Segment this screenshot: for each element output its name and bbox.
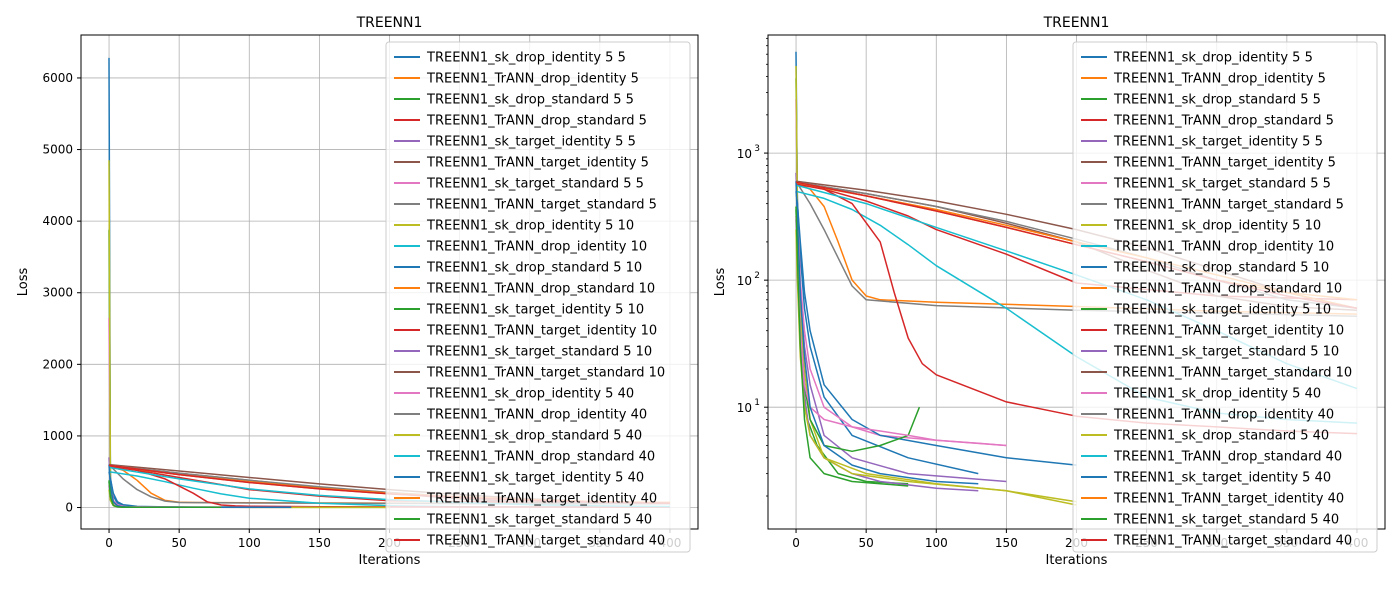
legend-entry: TREENN1_TrANN_target_standard 10 [1113, 366, 1352, 381]
legend-entry: TREENN1_TrANN_target_identity 10 [1113, 324, 1344, 339]
legend-entry: TREENN1_sk_drop_standard 5 10 [426, 261, 642, 276]
legend-entry: TREENN1_TrANN_drop_identity 40 [426, 408, 647, 423]
legend-entry: TREENN1_sk_drop_identity 5 10 [426, 219, 634, 234]
x-axis-label: Iterations [1046, 553, 1108, 568]
legend-entry: TREENN1_TrANN_target_identity 5 [1113, 156, 1336, 171]
legend-entry: TREENN1_sk_target_identity 5 10 [426, 303, 644, 318]
series-line-0 [108, 57, 292, 509]
x-tick-label: 50 [859, 536, 874, 550]
y-axis-label: Loss [713, 268, 728, 297]
series-line-0 [795, 51, 979, 475]
x-tick-label: 100 [925, 536, 948, 550]
series-line-22 [795, 206, 909, 487]
y-tick-label: 0 [65, 501, 73, 515]
right-chart: 050100150200250300350400101102103TREENN1… [713, 15, 1386, 568]
legend-entry: TREENN1_TrANN_drop_standard 40 [1113, 450, 1342, 465]
x-tick-label: 0 [792, 536, 800, 550]
series-line-10 [795, 191, 1077, 466]
chart-title: TREENN1 [356, 15, 423, 31]
x-axis-label: Iterations [359, 553, 421, 568]
y-tick-label: 10 [737, 401, 752, 415]
legend-entry: TREENN1_sk_target_standard 5 40 [1113, 513, 1339, 528]
legend-entry: TREENN1_sk_target_standard 5 5 [426, 177, 644, 192]
legend-entry: TREENN1_sk_target_standard 5 40 [426, 513, 652, 528]
legend-entry: TREENN1_sk_drop_identity 5 5 [426, 51, 626, 66]
series-line-12 [795, 209, 921, 453]
legend-entry: TREENN1_sk_target_standard 5 10 [426, 345, 652, 360]
x-tick-label: 50 [172, 536, 187, 550]
series-line-4 [108, 457, 320, 509]
series-line-20 [108, 464, 292, 509]
legend-entry: TREENN1_TrANN_target_standard 10 [426, 366, 665, 381]
legend-entry: TREENN1_sk_drop_standard 5 40 [1113, 429, 1329, 444]
legend-entry: TREENN1_sk_drop_standard 5 40 [426, 429, 642, 444]
legend-box [1072, 41, 1378, 553]
y-tick-label: 2000 [42, 357, 73, 371]
legend: TREENN1_sk_drop_identity 5 5 TREENN1_TrAN… [385, 41, 691, 553]
legend-entry: TREENN1_sk_target_identity 5 40 [426, 471, 644, 486]
legend-entry: TREENN1_sk_target_standard 5 10 [1113, 345, 1339, 360]
x-tick-label: 150 [995, 536, 1018, 550]
y-tick-label: 1000 [42, 429, 73, 443]
y-tick-label: 3000 [42, 286, 73, 300]
legend-entry: TREENN1_TrANN_target_standard 5 [1113, 198, 1344, 213]
x-tick-label: 0 [105, 536, 113, 550]
y-tick-exponent: 3 [754, 144, 760, 154]
legend-entry: TREENN1_TrANN_drop_identity 5 [1113, 72, 1326, 87]
series-line-16 [795, 215, 1007, 447]
legend-entry: TREENN1_TrANN_target_standard 40 [426, 534, 665, 549]
legend-entry: TREENN1_sk_target_identity 5 40 [1113, 471, 1331, 486]
legend-entry: TREENN1_sk_drop_identity 5 40 [426, 387, 634, 402]
legend-entry: TREENN1_TrANN_drop_identity 5 [426, 72, 639, 87]
legend-entry: TREENN1_sk_target_identity 5 5 [426, 135, 636, 150]
series-line-4 [795, 172, 1007, 483]
legend-entry: TREENN1_sk_drop_standard 5 5 [426, 93, 634, 108]
y-tick-label: 4000 [42, 214, 73, 228]
y-tick-label: 5000 [42, 143, 73, 157]
legend: TREENN1_sk_drop_identity 5 5 TREENN1_TrAN… [1072, 41, 1378, 553]
x-tick-label: 150 [308, 536, 331, 550]
legend-entry: TREENN1_TrANN_drop_standard 10 [1113, 282, 1342, 297]
legend-entry: TREENN1_sk_drop_identity 5 40 [1113, 387, 1321, 402]
legend-entry: TREENN1_TrANN_drop_standard 5 [1113, 114, 1334, 129]
y-tick-label: 10 [737, 147, 752, 161]
chart-title: TREENN1 [1043, 15, 1110, 31]
legend-entry: TREENN1_sk_drop_identity 5 10 [1113, 219, 1321, 234]
legend-entry: TREENN1_TrANN_target_identity 10 [426, 324, 657, 339]
legend-entry: TREENN1_TrANN_drop_standard 5 [426, 114, 647, 129]
legend-entry: TREENN1_TrANN_target_standard 5 [426, 198, 657, 213]
legend-entry: TREENN1_TrANN_target_standard 40 [1113, 534, 1352, 549]
series-line-6 [795, 99, 1007, 447]
y-tick-exponent: 2 [754, 271, 760, 281]
legend-entry: TREENN1_TrANN_drop_identity 10 [426, 240, 647, 255]
legend-entry: TREENN1_TrANN_target_identity 5 [426, 156, 649, 171]
y-tick-label: 10 [737, 274, 752, 288]
y-axis-label: Loss [16, 268, 31, 297]
legend-entry: TREENN1_TrANN_drop_identity 10 [1113, 240, 1334, 255]
series-line-20 [795, 181, 979, 485]
x-tick-label: 100 [238, 536, 261, 550]
legend-entry: TREENN1_TrANN_drop_standard 10 [426, 282, 655, 297]
legend-entry: TREENN1_sk_target_identity 5 10 [1113, 303, 1331, 318]
legend-entry: TREENN1_sk_drop_identity 5 5 [1113, 51, 1313, 66]
legend-entry: TREENN1_sk_drop_standard 5 10 [1113, 261, 1329, 276]
y-tick-label: 6000 [42, 71, 73, 85]
legend-box [385, 41, 691, 553]
legend-entry: TREENN1_TrANN_drop_standard 40 [426, 450, 655, 465]
series-line-22 [108, 480, 222, 509]
y-tick-exponent: 1 [754, 398, 760, 408]
legend-entry: TREENN1_TrANN_drop_identity 40 [1113, 408, 1334, 423]
legend-entry: TREENN1_sk_target_identity 5 5 [1113, 135, 1323, 150]
legend-entry: TREENN1_sk_drop_standard 5 5 [1113, 93, 1321, 108]
legend-entry: TREENN1_TrANN_target_identity 40 [1113, 492, 1344, 507]
legend-entry: TREENN1_TrANN_target_identity 40 [426, 492, 657, 507]
left-chart: 0501001502002503003504000100020003000400… [16, 15, 699, 568]
legend-entry: TREENN1_sk_target_standard 5 5 [1113, 177, 1331, 192]
